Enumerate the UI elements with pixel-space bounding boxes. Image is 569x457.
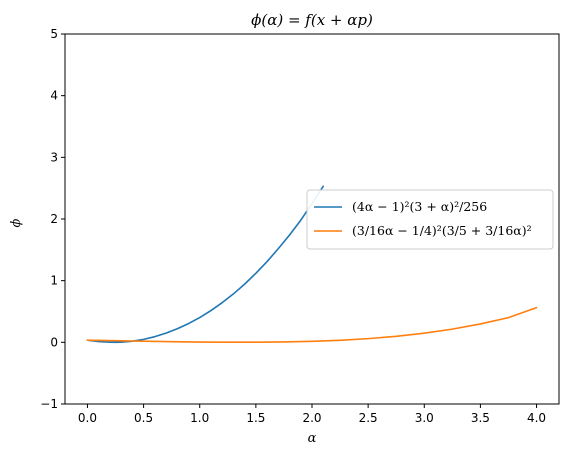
legend: (4α − 1)²(3 + α)²/256 (3/16α − 1/4)²(3/5 … [306, 189, 554, 250]
x-tick-label: 4.0 [527, 411, 546, 425]
y-tick-label: 4 [50, 89, 58, 103]
series-line-2 [86, 306, 538, 344]
chart-title: ϕ(α) = f(x + αp) [251, 11, 373, 29]
x-tick-label: 3.5 [471, 411, 490, 425]
y-axis: −1 0 1 2 3 4 5 [40, 27, 65, 411]
y-tick-label: 2 [50, 212, 58, 226]
y-tick-label: −1 [40, 397, 58, 411]
x-tick-label: 0.0 [78, 411, 97, 425]
x-tick-label: 1.0 [190, 411, 209, 425]
x-tick-label: 3.0 [415, 411, 434, 425]
x-tick-label: 1.5 [246, 411, 265, 425]
legend-label-1: (4α − 1)²(3 + α)²/256 [352, 199, 487, 214]
series-line-1 [86, 185, 325, 344]
x-axis: 0.0 0.5 1.0 1.5 2.0 2.5 3.0 3.5 4.0 [78, 404, 546, 425]
x-tick-label: 0.5 [134, 411, 153, 425]
series-layer [86, 185, 538, 344]
legend-box [306, 189, 554, 250]
y-tick-label: 3 [50, 150, 58, 164]
x-tick-label: 2.5 [359, 411, 378, 425]
y-tick-label: 5 [50, 27, 58, 41]
x-tick-label: 2.0 [302, 411, 321, 425]
y-tick-label: 0 [50, 335, 58, 349]
legend-label-2: (3/16α − 1/4)²(3/5 + 3/16α)² [352, 223, 532, 238]
y-axis-label: ϕ [9, 218, 24, 227]
x-axis-label: α [308, 431, 317, 446]
y-tick-label: 1 [50, 274, 58, 288]
